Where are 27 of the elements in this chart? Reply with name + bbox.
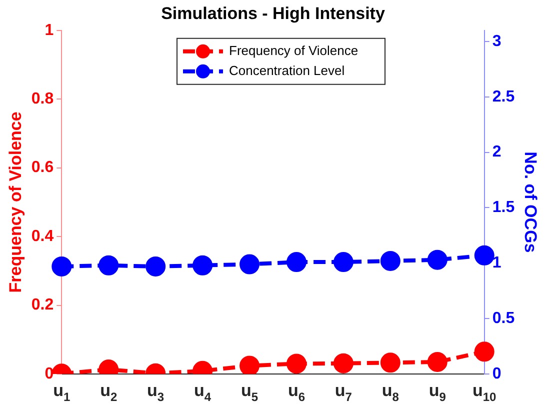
point <box>427 250 448 270</box>
y2-tick-label: 0 <box>492 365 502 382</box>
chart-title: Simulations - High Intensity <box>161 4 386 23</box>
point <box>98 255 119 276</box>
legend-label: Frequency of Violence <box>229 42 358 58</box>
legend-label: Concentration Level <box>229 62 345 78</box>
y2-tick-label: 2 <box>492 144 502 161</box>
point <box>192 255 213 276</box>
y-tick-label: 1 <box>44 22 54 39</box>
y2-tick-label: 3 <box>492 32 502 50</box>
y2-tick-label: 2.5 <box>492 88 515 106</box>
point <box>333 252 354 272</box>
point <box>474 245 494 266</box>
point <box>286 252 306 272</box>
y-axis-title: Frequency of Violence <box>6 112 25 293</box>
y2-tick-label: 1 <box>492 254 502 272</box>
y2-tick-label: 0.5 <box>492 310 515 327</box>
y2-tick-label: 1.5 <box>492 199 515 216</box>
point <box>240 254 260 274</box>
y-tick-label: 0.6 <box>31 159 54 176</box>
y-tick-label: 0.4 <box>31 228 54 245</box>
point <box>146 256 166 276</box>
point <box>380 250 400 271</box>
y2-axis-title: No. of OCGs <box>521 152 540 253</box>
y-tick-label: 0.2 <box>31 296 54 314</box>
point <box>52 256 72 276</box>
y-tick-label: 0.8 <box>31 90 54 108</box>
